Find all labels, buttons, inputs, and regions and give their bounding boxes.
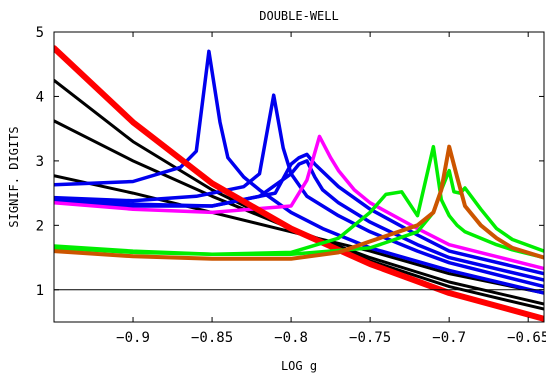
series-line-9: [54, 45, 544, 322]
series-line-8: [54, 134, 544, 271]
x-tick-label: −0.65: [507, 330, 546, 346]
series-line-7: [54, 152, 544, 276]
y-axis-label: SIGNIF. DIGITS: [7, 126, 21, 227]
y-tick-label: 1: [36, 283, 44, 299]
y-axis-ticks: 1 2 3 4 5: [36, 25, 544, 299]
y-tick-label: 5: [36, 25, 44, 41]
series-layer: [54, 45, 544, 322]
y-tick-label: 2: [36, 218, 44, 234]
y-tick-label: 3: [36, 154, 44, 170]
x-tick-label: −0.75: [349, 330, 391, 346]
series-line-12: [54, 144, 544, 261]
x-tick-label: −0.85: [191, 330, 233, 346]
x-tick-label: −0.7: [432, 330, 466, 346]
plot-frame: [53, 31, 545, 323]
series-line-6: [54, 159, 544, 282]
x-axis-ticks: −0.9 −0.85 −0.8 −0.75 −0.7 −0.65: [116, 32, 546, 346]
series-line-11: [54, 168, 544, 257]
series-line-5: [54, 93, 544, 289]
y-tick-label: 4: [36, 89, 44, 105]
x-tick-label: −0.9: [116, 330, 150, 346]
x-tick-label: −0.8: [274, 330, 308, 346]
x-axis-label: LOG g: [281, 359, 317, 373]
chart-title: DOUBLE-WELL: [259, 9, 338, 23]
